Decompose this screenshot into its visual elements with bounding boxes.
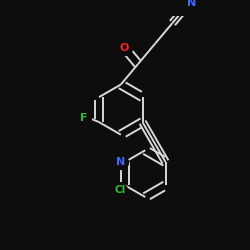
Text: N: N — [187, 0, 196, 8]
Text: F: F — [80, 113, 88, 123]
Text: N: N — [116, 157, 126, 167]
Text: O: O — [120, 43, 129, 53]
Text: Cl: Cl — [114, 184, 126, 194]
